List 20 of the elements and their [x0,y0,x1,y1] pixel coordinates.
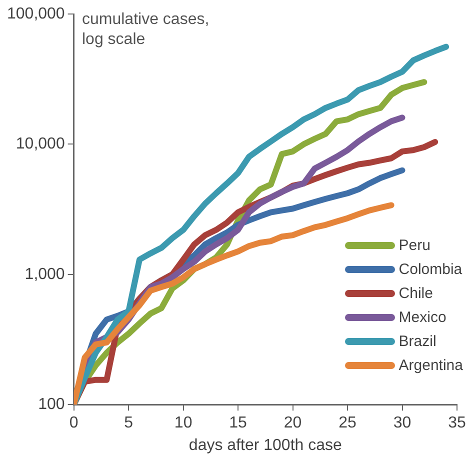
x-tick-label: 25 [338,414,357,432]
y-tick-label: 1,000 [24,266,65,283]
x-tick-label: 35 [448,414,466,432]
x-tick-label: 0 [69,414,78,432]
legend-label: Argentina [398,356,463,374]
x-tick-label: 20 [284,414,302,432]
y-tick-label: 100,000 [6,5,65,22]
x-axis-title: days after 100th case [188,436,342,454]
x-tick-label: 5 [124,414,134,432]
y-tick-label: 100 [38,396,65,414]
legend-label: Brazil [398,332,436,350]
y-tick-label: 10,000 [16,136,65,153]
legend-label: Peru [398,236,430,254]
x-tick-label: 10 [174,414,192,432]
x-tick-label: 15 [229,414,248,432]
legend-label: Chile [398,284,433,302]
legend-label: Colombia [398,260,462,278]
y-axis-title: cumulative cases, log scale [82,10,210,50]
legend-label: Mexico [398,308,446,326]
x-tick-label: 30 [393,414,412,432]
